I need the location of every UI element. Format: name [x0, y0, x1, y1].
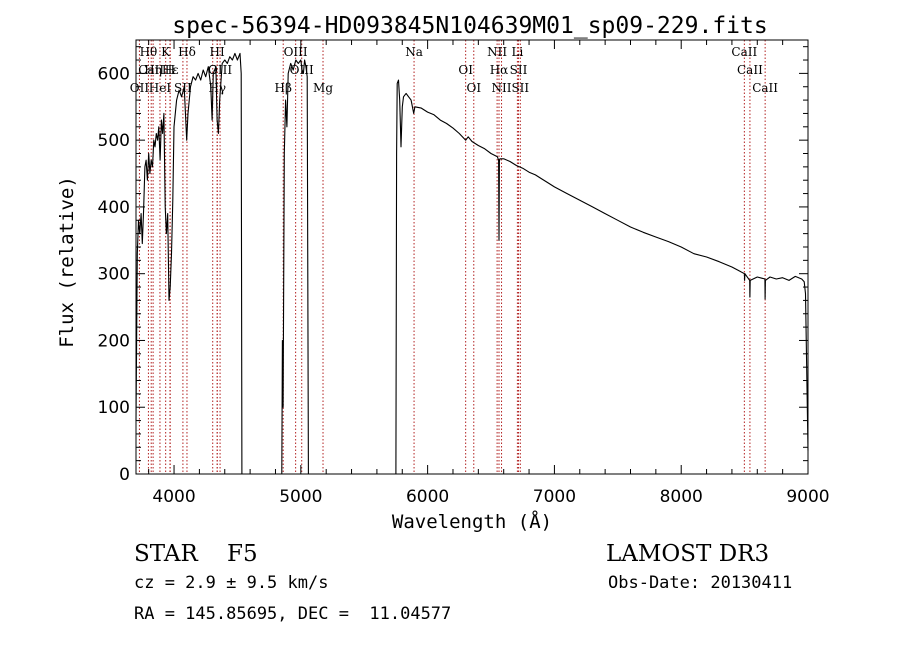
spectral-line-label: OI [466, 81, 481, 95]
spectral-line-label: CaII [731, 45, 757, 59]
x-tick-label: 8000 [660, 487, 703, 507]
y-tick-label: 500 [98, 131, 130, 151]
spectral-line-label: Li [511, 45, 523, 59]
y-tick-label: 400 [98, 198, 130, 218]
spectrum-series [135, 52, 809, 475]
spectral-line-label: SII [511, 81, 529, 95]
x-axis-label: Wavelength (Å) [392, 510, 552, 533]
spectral-line-label: OI [458, 63, 473, 77]
y-tick-label: 0 [119, 465, 130, 485]
x-tick-label: 5000 [279, 487, 322, 507]
spectral-line-label: OIII [208, 63, 232, 77]
spectral-line-label: NII [487, 45, 507, 59]
spectral-line-label: Hη [144, 63, 162, 77]
x-tick-label: 6000 [406, 487, 449, 507]
y-tick-label: 200 [98, 331, 130, 351]
spectral-line-label: CaII [752, 81, 778, 95]
y-tick-label: 300 [98, 265, 130, 285]
redshift-text: cz = 2.9 ± 9.5 km/s [134, 573, 329, 593]
object-class-text: STAR F5 [134, 541, 258, 567]
spectral-line-label: OIII [284, 45, 308, 59]
spectral-line-label: Hθ [140, 45, 158, 59]
spectral-line-label: Na [405, 45, 423, 59]
y-axis-ticks: 0 100 200 300 400 500 600 [98, 46, 808, 485]
spectral-line-label: Hα [490, 63, 509, 77]
spectral-line-markers [138, 40, 766, 474]
x-tick-label: 7000 [533, 487, 576, 507]
y-tick-label: 600 [98, 64, 130, 84]
obs-date-text: Obs-Date: 20130411 [608, 573, 793, 593]
spectral-line-label: Hδ [178, 45, 196, 59]
spectral-line-label: OII [130, 81, 150, 95]
spectral-line-label: H [165, 63, 175, 77]
y-tick-label: 100 [98, 398, 130, 418]
x-tick-label: 9000 [786, 487, 829, 507]
spectral-line-label: Hε [162, 63, 179, 77]
spectral-line-label: HI [210, 45, 225, 59]
survey-text: LAMOST DR3 [606, 541, 770, 567]
spectral-line-label: SII [510, 63, 528, 77]
spectrum-line [135, 52, 809, 475]
x-tick-label: 4000 [152, 487, 195, 507]
chart-title: spec-56394-HD093845N104639M01_sp09-229.f… [172, 13, 767, 39]
spectral-line-label: NII [492, 81, 512, 95]
coordinates-text: RA = 145.85695, DEC = 11.04577 [134, 604, 452, 624]
y-axis-label: Flux (relative) [56, 176, 78, 348]
spectral-line-label: G [208, 63, 218, 77]
spectral-line-label: Hβ [275, 81, 292, 95]
spectral-line-label: HeI [149, 81, 172, 95]
plot-frame [135, 39, 809, 475]
spectral-line-label: Mg [313, 81, 333, 95]
spectral-line-label: K [161, 45, 171, 59]
x-axis-ticks: 4000 5000 6000 7000 8000 9000 [148, 40, 830, 507]
spectral-line-label: CaII [737, 63, 763, 77]
